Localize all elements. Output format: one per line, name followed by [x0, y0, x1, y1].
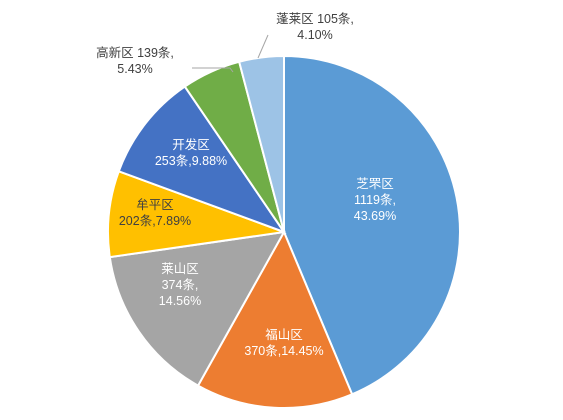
data-label-4: 牟平区 202条,7.89%: [119, 197, 191, 228]
data-label-3-line-1: 莱山区: [161, 262, 199, 276]
data-label-6-line-2: 5.43%: [117, 62, 152, 76]
pie-slice-5: [117, 85, 287, 235]
data-label-2-line-1: 福山区: [265, 327, 303, 342]
data-label-1-line-3: 43.69%: [354, 209, 396, 223]
data-label-5: 开发区 253条,9.88%: [155, 137, 227, 168]
data-label-7-line-1: 蓬莱区 105条,: [276, 12, 354, 26]
data-label-6: 高新区 139条, 5.43%: [96, 45, 174, 76]
data-label-3-line-3: 14.56%: [159, 294, 201, 308]
data-label-4-line-2: 202条,7.89%: [119, 214, 191, 228]
data-label-3: 莱山区 374条, 14.56%: [159, 262, 201, 308]
data-label-5-line-1: 开发区: [172, 137, 210, 152]
pie-slice-2: [196, 229, 354, 409]
data-label-4-line-1: 牟平区: [136, 197, 174, 212]
leader-line-6: [192, 67, 234, 73]
data-label-1: 芝罘区 1119条, 43.69%: [354, 176, 396, 223]
leader-line-7: [257, 34, 269, 59]
data-label-1-line-1: 芝罘区: [356, 176, 394, 191]
data-label-3-line-2: 374条,: [162, 278, 199, 292]
data-label-1-line-2: 1119条,: [354, 193, 396, 207]
data-label-5-line-2: 253条,9.88%: [155, 154, 227, 168]
data-label-2: 福山区 370条,14.45%: [244, 327, 323, 358]
data-label-7: 蓬莱区 105条, 4.10%: [276, 12, 354, 42]
pie-slice-7: [237, 54, 285, 233]
data-label-2-line-2: 370条,14.45%: [244, 344, 323, 358]
data-label-6-line-1: 高新区 139条,: [96, 45, 174, 60]
pie-slice-1: [283, 54, 461, 396]
data-label-7-line-2: 4.10%: [297, 28, 332, 42]
pie-slice-3: [108, 230, 286, 387]
